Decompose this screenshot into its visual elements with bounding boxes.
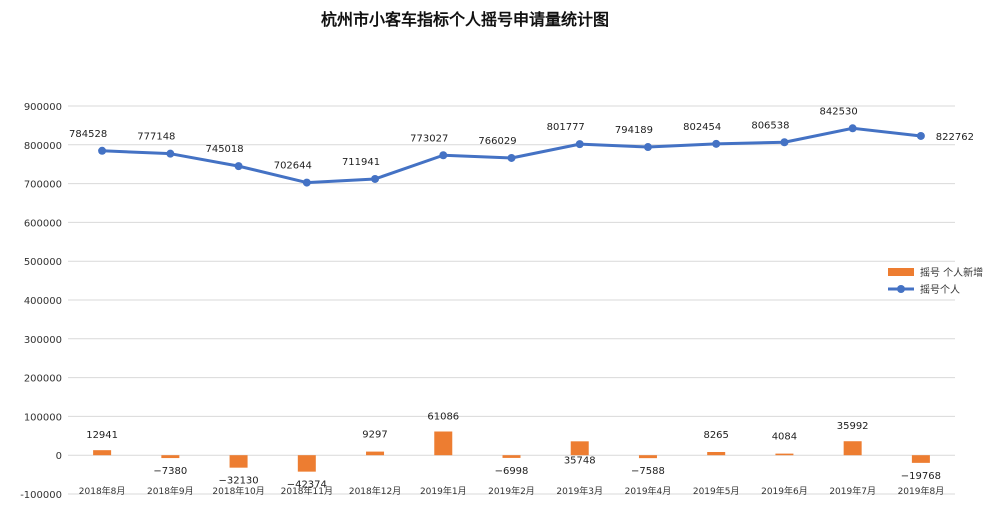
bar-data-label: 8265 [703,430,728,441]
line-point [780,138,789,147]
legend-swatch-marker [897,285,905,293]
line-data-label: 822762 [936,132,974,143]
line-data-label: 745018 [205,144,243,155]
y-tick-label: 400000 [24,296,62,307]
y-tick-label: 200000 [24,374,62,385]
line-point [916,131,925,140]
y-tick-label: 100000 [24,412,62,423]
y-tick-label: 500000 [24,257,62,268]
x-tick-label: 2018年11月 [281,485,333,497]
line-data-label: 802454 [683,122,721,133]
legend-swatch-bar [888,268,914,276]
bar [843,441,862,456]
bar [707,451,726,456]
line-data-label: 806538 [751,120,789,131]
line-point [712,139,721,148]
x-tick-label: 2019年2月 [488,485,535,497]
x-tick-label: 2019年5月 [693,485,740,497]
line-point [507,153,516,162]
line-data-label: 766029 [478,136,516,147]
line-data-label: 777148 [137,132,175,143]
y-tick-label: 300000 [24,335,62,346]
bar-data-label: 12941 [86,430,118,441]
x-tick-label: 2019年8月 [898,485,945,497]
legend-label: 摇号个人 [920,283,960,296]
x-tick-label: 2019年6月 [761,485,808,497]
line-data-label: 842530 [820,106,858,117]
line-point [166,149,175,158]
line-data-label: 794189 [615,125,653,136]
bar [366,451,385,456]
bar [297,455,316,472]
line-point [848,124,857,133]
bar [93,450,112,456]
line-point [234,162,243,171]
bar [911,455,930,463]
bar [570,441,589,456]
line-point [643,143,652,152]
line-data-label: 773027 [410,133,448,144]
x-tick-label: 2018年9月 [147,485,194,497]
bar [775,453,794,456]
bar-data-label: −7588 [631,466,665,477]
line-point [302,178,311,187]
bar-data-label: −32130 [218,476,258,487]
line-data-label: 784528 [69,129,107,140]
legend-label: 摇号 个人新增 [920,266,983,279]
x-tick-label: 2019年4月 [625,485,672,497]
y-tick-label: 700000 [24,180,62,191]
line-data-label: 711941 [342,157,380,168]
y-tick-label: 0 [56,451,62,462]
bar-data-label: −19768 [901,471,941,482]
bar-data-label: 35992 [837,421,869,432]
y-tick-label: 600000 [24,218,62,229]
x-tick-label: 2019年7月 [829,485,876,497]
line-point [98,146,107,155]
line-point [575,140,584,149]
bar [161,455,180,459]
chart-title: 杭州市小客车指标个人摇号申请量统计图 [320,10,609,29]
x-tick-label: 2018年8月 [79,485,126,497]
bar [434,431,453,456]
bar-data-label: −6998 [495,466,529,477]
y-tick-label: -100000 [20,490,62,501]
bar-data-label: 61086 [427,411,459,422]
x-tick-label: 2019年1月 [420,485,467,497]
y-tick-label: 800000 [24,141,62,152]
y-tick-label: 900000 [24,102,62,113]
line-point [371,174,380,183]
bar [638,455,657,459]
line-data-label: 801777 [547,122,585,133]
x-tick-label: 2019年3月 [556,485,603,497]
bar-data-label: 4084 [772,432,797,443]
bar [502,455,521,458]
bar [229,455,248,468]
x-tick-label: 2018年10月 [212,485,264,497]
bar-data-label: −7380 [153,466,187,477]
line-point [439,151,448,160]
bar-data-label: 9297 [362,430,387,441]
bar-data-label: −42374 [287,480,327,491]
line-data-label: 702644 [274,161,312,172]
x-tick-label: 2018年12月 [349,485,401,497]
bar-data-label: 35748 [564,455,596,466]
